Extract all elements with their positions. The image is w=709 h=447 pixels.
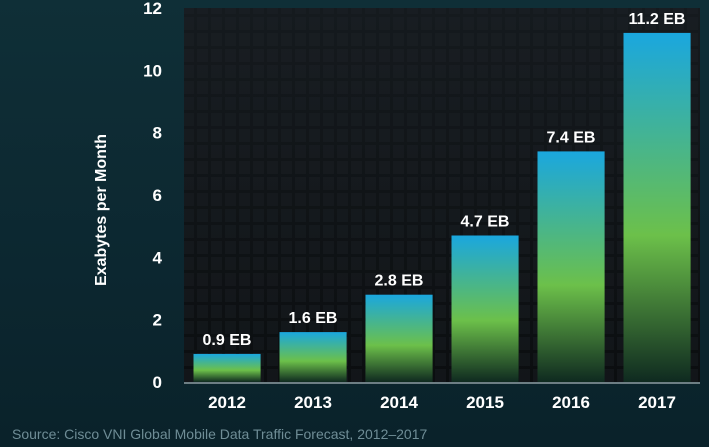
bars-layer	[193, 32, 691, 383]
data-label-2013: 1.6 EB	[289, 310, 338, 327]
data-label-2017: 11.2 EB	[629, 11, 686, 28]
bar-2016	[537, 151, 605, 382]
y-tick-10: 10	[143, 61, 162, 80]
data-labels-layer: 0.9 EB 1.6 EB 2.8 EB 4.7 EB 7.4 EB 11.2 EB	[203, 11, 686, 349]
data-label-2014: 2.8 EB	[375, 273, 424, 290]
source-caption: Source: Cisco VNI Global Mobile Data Tra…	[12, 426, 428, 442]
bar-2013	[279, 332, 347, 382]
y-tick-6: 6	[153, 186, 162, 205]
y-tick-4: 4	[153, 248, 163, 267]
x-tick-2014: 2014	[380, 393, 418, 412]
bar-2015	[451, 235, 519, 382]
data-label-2015: 4.7 EB	[461, 214, 510, 231]
bar-2017	[623, 32, 691, 383]
y-axis-label: Exabytes per Month	[93, 134, 110, 286]
data-label-2016: 7.4 EB	[547, 129, 596, 146]
bar-2014	[365, 294, 433, 382]
x-tick-2013: 2013	[294, 393, 332, 412]
y-tick-0: 0	[153, 373, 162, 392]
data-label-2012: 0.9 EB	[203, 332, 252, 349]
plot-area	[184, 8, 700, 382]
y-tick-2: 2	[153, 311, 162, 330]
x-axis-ticks: 2012 2013 2014 2015 2016 2017	[208, 393, 676, 412]
x-tick-2015: 2015	[466, 393, 504, 412]
y-tick-12: 12	[143, 0, 162, 18]
bar-2012	[193, 353, 261, 382]
y-tick-8: 8	[153, 124, 162, 143]
x-tick-2012: 2012	[208, 393, 246, 412]
x-tick-2016: 2016	[552, 393, 590, 412]
x-tick-2017: 2017	[638, 393, 676, 412]
y-axis-ticks: 0 2 4 6 8 10 12	[143, 0, 162, 392]
